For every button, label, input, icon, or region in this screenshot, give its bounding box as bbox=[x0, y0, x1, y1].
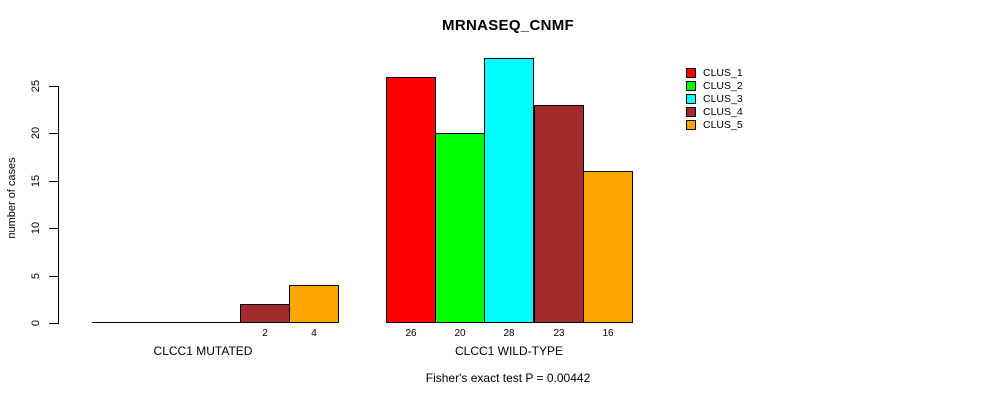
legend-swatch-CLUS_1 bbox=[686, 67, 696, 78]
bar-CLUS_4 bbox=[534, 105, 584, 323]
legend-item-CLUS_3: CLUS_3 bbox=[686, 92, 743, 105]
bar-value-label: 28 bbox=[503, 328, 515, 339]
legend-swatch-CLUS_3 bbox=[686, 93, 696, 104]
legend-item-CLUS_4: CLUS_4 bbox=[686, 106, 743, 119]
y-tick-mark bbox=[49, 276, 58, 277]
bar-CLUS_3 bbox=[484, 58, 534, 323]
bar-value-label: 2 bbox=[262, 328, 268, 339]
bar-value-label: 16 bbox=[602, 328, 614, 339]
y-tick-label: 0 bbox=[30, 319, 42, 327]
group-baseline bbox=[92, 322, 338, 323]
legend-label: CLUS_4 bbox=[703, 106, 743, 119]
y-tick-label: 15 bbox=[30, 174, 42, 188]
bar-value-label: 4 bbox=[311, 328, 317, 339]
bar-value-label: 23 bbox=[553, 328, 565, 339]
legend-swatch-CLUS_2 bbox=[686, 80, 696, 91]
y-tick-mark bbox=[49, 181, 58, 182]
y-tick-mark bbox=[49, 133, 58, 134]
bar-value-label: 20 bbox=[454, 328, 466, 339]
y-tick-mark bbox=[49, 228, 58, 229]
y-tick-label: 5 bbox=[30, 272, 42, 280]
y-tick-label: 20 bbox=[30, 126, 42, 140]
group-label: CLCC1 WILD-TYPE bbox=[454, 344, 564, 358]
y-axis-label: number of cases bbox=[6, 157, 18, 239]
y-tick-mark bbox=[49, 86, 58, 87]
bar-CLUS_2 bbox=[435, 133, 485, 323]
fisher-test-caption: Fisher's exact test P = 0.00442 bbox=[425, 371, 591, 385]
legend-item-CLUS_1: CLUS_1 bbox=[686, 66, 743, 79]
y-tick-label: 10 bbox=[30, 221, 42, 235]
legend-swatch-CLUS_5 bbox=[686, 120, 696, 131]
legend-label: CLUS_3 bbox=[703, 92, 743, 105]
legend-label: CLUS_2 bbox=[703, 79, 743, 92]
legend: CLUS_1 CLUS_2 CLUS_3 CLUS_4 CLUS_5 bbox=[686, 66, 743, 132]
legend-item-CLUS_5: CLUS_5 bbox=[686, 119, 743, 132]
legend-item-CLUS_2: CLUS_2 bbox=[686, 79, 743, 92]
legend-swatch-CLUS_4 bbox=[686, 107, 696, 118]
y-axis-line bbox=[58, 86, 59, 324]
bar-CLUS_1 bbox=[386, 77, 436, 323]
chart-title: MRNASEQ_CNMF bbox=[442, 17, 574, 34]
group-label: CLCC1 MUTATED bbox=[153, 344, 253, 358]
y-tick-mark bbox=[49, 323, 58, 324]
legend-label: CLUS_1 bbox=[703, 66, 743, 79]
y-tick-label: 25 bbox=[30, 79, 42, 93]
bar-CLUS_4 bbox=[240, 304, 290, 323]
bar-value-label: 26 bbox=[405, 328, 417, 339]
legend-label: CLUS_5 bbox=[703, 119, 743, 132]
bar-CLUS_5 bbox=[289, 285, 339, 323]
bar-CLUS_5 bbox=[583, 171, 633, 323]
